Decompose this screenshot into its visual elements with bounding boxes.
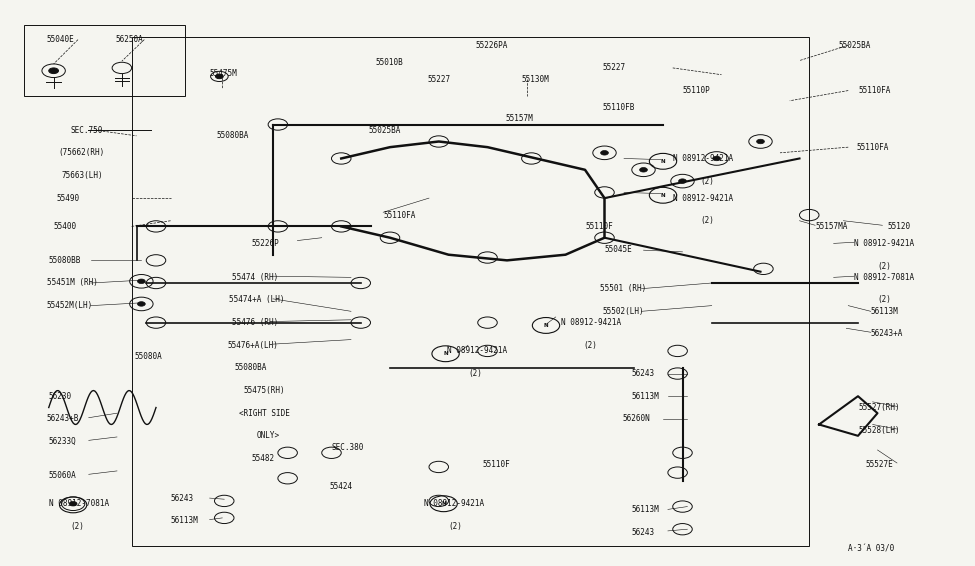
Text: (2): (2): [70, 522, 84, 531]
Text: 55227: 55227: [427, 75, 450, 84]
Text: 55080BA: 55080BA: [216, 131, 249, 140]
Text: 55080A: 55080A: [135, 352, 162, 361]
Text: 55110P: 55110P: [682, 86, 710, 95]
Text: (2): (2): [448, 522, 462, 531]
Text: 55400: 55400: [54, 222, 77, 231]
Text: N 08912-9421A: N 08912-9421A: [561, 318, 621, 327]
Text: N 08912-9421A: N 08912-9421A: [854, 239, 915, 248]
Text: 56243: 56243: [171, 494, 194, 503]
Text: 55110FA: 55110FA: [856, 143, 888, 152]
Text: N: N: [661, 193, 665, 198]
Text: 55120: 55120: [887, 222, 911, 231]
Circle shape: [215, 74, 223, 79]
Text: 55451M (RH): 55451M (RH): [47, 278, 98, 288]
Text: (2): (2): [583, 341, 597, 350]
Text: 55010B: 55010B: [375, 58, 403, 67]
Text: 55080BB: 55080BB: [49, 256, 81, 265]
Bar: [24, 25, 185, 96]
Text: 56260N: 56260N: [622, 414, 649, 423]
Text: (2): (2): [700, 216, 714, 225]
Text: 55226P: 55226P: [252, 239, 279, 248]
Text: 55502(LH): 55502(LH): [603, 307, 644, 316]
Circle shape: [679, 179, 686, 183]
Text: N 08912-7081A: N 08912-7081A: [49, 499, 109, 508]
Text: N: N: [544, 323, 548, 328]
Text: N 08912-9421A: N 08912-9421A: [673, 154, 733, 163]
Text: 55110F: 55110F: [483, 460, 510, 469]
Circle shape: [49, 68, 58, 74]
Circle shape: [713, 156, 721, 161]
Text: 55040E: 55040E: [47, 35, 74, 44]
Text: N: N: [661, 159, 665, 164]
Text: (2): (2): [878, 261, 891, 271]
Text: 55474 (RH): 55474 (RH): [232, 273, 278, 282]
Text: 55476 (RH): 55476 (RH): [232, 318, 278, 327]
Text: 55157MA: 55157MA: [815, 222, 847, 231]
Text: (2): (2): [878, 295, 891, 305]
Text: N 08912-9421A: N 08912-9421A: [424, 499, 485, 508]
Text: (2): (2): [468, 369, 482, 378]
Text: 55475(RH): 55475(RH): [244, 386, 286, 395]
Text: 55527E: 55527E: [866, 460, 893, 469]
Text: 56113M: 56113M: [632, 392, 659, 401]
Text: 55490: 55490: [57, 194, 80, 203]
Text: N 08912-9421A: N 08912-9421A: [673, 194, 733, 203]
Circle shape: [137, 279, 145, 284]
Text: N: N: [444, 351, 448, 356]
Text: (2): (2): [700, 177, 714, 186]
Circle shape: [757, 139, 764, 144]
Text: 55528(LH): 55528(LH): [858, 426, 900, 435]
Text: 55025BA: 55025BA: [369, 126, 401, 135]
Text: 55475M: 55475M: [210, 69, 237, 78]
Text: 55452M(LH): 55452M(LH): [47, 301, 93, 310]
Text: ONLY>: ONLY>: [256, 431, 280, 440]
Text: N 08912-7081A: N 08912-7081A: [854, 273, 915, 282]
Text: 56230: 56230: [49, 392, 72, 401]
Text: 55110FB: 55110FB: [603, 103, 635, 112]
Text: 55527(RH): 55527(RH): [858, 403, 900, 412]
Text: (75662(RH): (75662(RH): [58, 148, 104, 157]
Text: 55157M: 55157M: [505, 114, 532, 123]
Circle shape: [137, 302, 145, 306]
Text: 55501 (RH): 55501 (RH): [600, 284, 645, 293]
Text: 55045E: 55045E: [604, 245, 632, 254]
Circle shape: [69, 501, 77, 506]
Text: 56113M: 56113M: [871, 307, 898, 316]
Text: 75663(LH): 75663(LH): [61, 171, 103, 180]
Text: 55060A: 55060A: [49, 471, 76, 480]
Text: 55080BA: 55080BA: [234, 363, 266, 372]
Text: 55226PA: 55226PA: [476, 41, 508, 50]
Text: 56243: 56243: [632, 528, 655, 537]
Text: 56233Q: 56233Q: [49, 437, 76, 446]
Text: 55476+A(LH): 55476+A(LH): [227, 341, 278, 350]
Text: N: N: [442, 501, 446, 506]
Text: 56113M: 56113M: [171, 516, 198, 525]
Text: 56243+A: 56243+A: [871, 329, 903, 338]
Text: 55025BA: 55025BA: [838, 41, 871, 50]
Text: 55227: 55227: [603, 63, 626, 72]
Text: 55110FA: 55110FA: [858, 86, 890, 95]
Text: 56250A: 56250A: [115, 35, 142, 44]
Text: 56243: 56243: [632, 369, 655, 378]
Text: N 08912-9421A: N 08912-9421A: [447, 346, 507, 355]
Text: 55110FA: 55110FA: [383, 211, 415, 220]
Text: 55110F: 55110F: [585, 222, 612, 231]
Text: 56243+B: 56243+B: [47, 414, 79, 423]
Text: <RIGHT SIDE: <RIGHT SIDE: [239, 409, 290, 418]
Text: SEC.750: SEC.750: [70, 126, 102, 135]
Text: A·3´A 03/0: A·3´A 03/0: [848, 544, 894, 554]
Text: SEC.380: SEC.380: [332, 443, 364, 452]
Circle shape: [601, 151, 608, 155]
Text: N: N: [71, 503, 75, 507]
Text: 55482: 55482: [252, 454, 275, 463]
Text: 55424: 55424: [330, 482, 353, 491]
Circle shape: [640, 168, 647, 172]
Text: 55474+A (LH): 55474+A (LH): [229, 295, 285, 305]
Text: 56113M: 56113M: [632, 505, 659, 514]
Bar: [132, 37, 809, 546]
Text: 55130M: 55130M: [522, 75, 549, 84]
